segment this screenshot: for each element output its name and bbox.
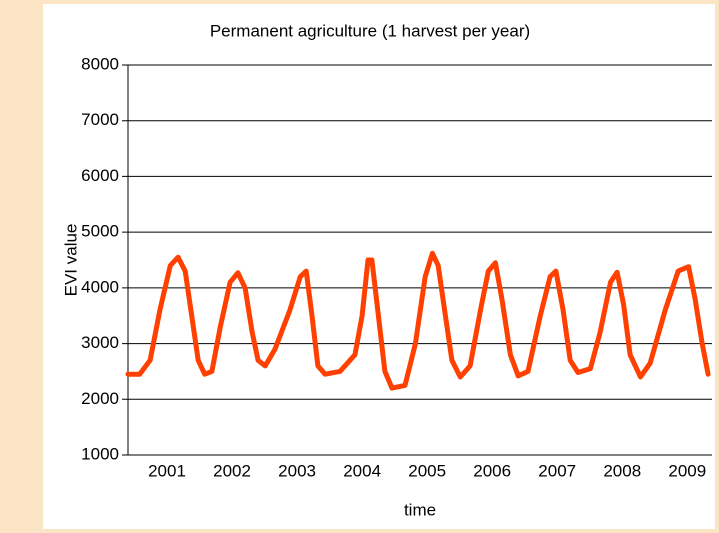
x-tick-label: 2001 (148, 461, 186, 480)
x-tick-label: 2003 (278, 461, 316, 480)
y-tick-label: 2000 (81, 389, 119, 408)
y-tick-label: 7000 (81, 110, 119, 129)
chart-title: Permanent agriculture (1 harvest per yea… (210, 21, 530, 40)
x-tick-label: 2009 (668, 461, 706, 480)
chart-panel (43, 4, 715, 529)
x-tick-label: 2004 (343, 461, 381, 480)
x-tick-label: 2007 (538, 461, 576, 480)
y-axis-label: EVI value (61, 224, 80, 297)
y-tick-label: 1000 (81, 444, 119, 463)
y-tick-label: 3000 (81, 333, 119, 352)
x-tick-label: 2002 (213, 461, 251, 480)
x-axis-label: time (404, 500, 436, 519)
y-tick-label: 4000 (81, 277, 119, 296)
x-tick-label: 2006 (473, 461, 511, 480)
y-tick-label: 6000 (81, 166, 119, 185)
x-tick-label: 2005 (408, 461, 446, 480)
x-tick-label: 2008 (603, 461, 641, 480)
y-tick-label: 5000 (81, 222, 119, 241)
y-tick-label: 8000 (81, 54, 119, 73)
data-line (125, 250, 711, 391)
